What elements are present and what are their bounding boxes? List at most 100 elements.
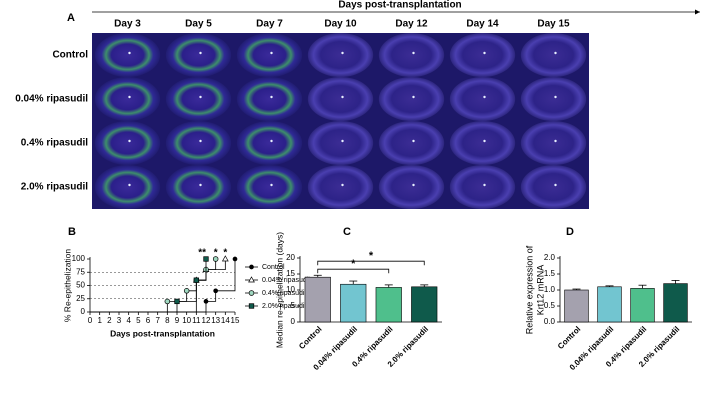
y-tick-label: 100 (72, 254, 86, 263)
step-line (206, 290, 217, 302)
eye-reflection (270, 95, 273, 99)
eye-photo (520, 33, 587, 77)
eye-photo (378, 121, 445, 165)
x-tick-label: 10 (182, 316, 191, 325)
eye-photo (236, 77, 303, 121)
eye-reflection (199, 51, 202, 55)
eye-photo (378, 33, 445, 77)
y-tick-label: 10 (286, 285, 295, 294)
legend-marker (248, 276, 255, 283)
eye-reflection (199, 95, 202, 99)
arrow-head (695, 9, 700, 15)
eye-reflection (270, 183, 273, 187)
significance-bracket (317, 260, 425, 266)
eye-reflection (554, 139, 557, 143)
eye-photo (236, 165, 303, 209)
bar (564, 289, 589, 323)
x-tick-label: Control (556, 325, 582, 351)
eye-reflection (128, 95, 131, 99)
step-line (90, 280, 197, 313)
eye-reflection (128, 51, 131, 55)
row-label: 2.0% ripasudil (21, 182, 88, 193)
significance: * (351, 258, 356, 270)
x-tick-label: 7 (155, 316, 160, 325)
eye-reflection (483, 51, 486, 55)
step-marker (183, 288, 190, 294)
bar (411, 286, 438, 323)
y-tick-label: 15 (286, 269, 295, 278)
step-line (90, 301, 168, 313)
row-label: Control (52, 50, 88, 61)
column-header: Day 12 (395, 19, 428, 30)
eye-reflection (412, 95, 415, 99)
eye-photo (94, 165, 161, 209)
eye-reflection (270, 51, 273, 55)
x-tick-label: 8 (165, 316, 170, 325)
panel-title: Days post-transplantation (338, 0, 461, 11)
column-header: Day 3 (114, 19, 141, 30)
bar (304, 276, 331, 323)
column-header: Day 14 (466, 19, 499, 30)
row-label: 0.04% ripasudil (15, 94, 88, 105)
eye-reflection (483, 95, 486, 99)
y-tick-label: 0 (81, 307, 86, 316)
eye-photo (449, 33, 516, 77)
y-tick-label: 50 (76, 281, 85, 290)
eye-reflection (341, 139, 344, 143)
eye-reflection (341, 51, 344, 55)
significance: ** (198, 248, 206, 259)
eye-photo (307, 165, 374, 209)
legend-marker (248, 303, 255, 309)
step-line (206, 259, 217, 270)
step-line (177, 280, 197, 302)
y-axis-label: Krt12 mRNA (535, 265, 545, 316)
bar (663, 283, 688, 323)
eye-reflection (483, 139, 486, 143)
eye-photo (520, 165, 587, 209)
column-header: Day 15 (537, 19, 570, 30)
significance: * (223, 248, 227, 259)
column-header: Day 5 (185, 19, 212, 30)
eye-reflection (554, 183, 557, 187)
column-header: Day 10 (324, 19, 357, 30)
y-tick-label: 0.0 (544, 317, 556, 326)
eye-photo (165, 165, 232, 209)
x-tick-label: 15 (231, 316, 240, 325)
step-marker (221, 255, 229, 262)
x-tick-label: 6 (146, 316, 151, 325)
bar (630, 288, 655, 323)
eye-reflection (554, 95, 557, 99)
step-line (90, 301, 207, 313)
x-tick-label: 13 (211, 316, 220, 325)
significance: * (214, 248, 218, 259)
step-marker (174, 298, 180, 305)
y-tick-label: 0.5 (544, 301, 556, 310)
step-marker (232, 256, 238, 262)
eye-photo (165, 121, 232, 165)
significance-bracket (317, 268, 390, 274)
step-marker (164, 298, 171, 305)
panel-a: A Days post-transplantation (67, 0, 700, 24)
eye-photo (520, 77, 587, 121)
significance: * (369, 250, 374, 262)
panel-label: A (67, 12, 75, 24)
step-line (196, 259, 207, 281)
eye-reflection (199, 139, 202, 143)
y-tick-label: 75 (76, 267, 85, 276)
step-marker (212, 256, 219, 262)
y-tick-label: 1.5 (544, 269, 556, 278)
step-marker (203, 256, 209, 262)
y-axis-label: Median re-epithelization (days) (274, 232, 284, 348)
eye-reflection (412, 183, 415, 187)
eye-reflection (128, 183, 131, 187)
eye-photo (378, 77, 445, 121)
eye-photo (449, 77, 516, 121)
legend-label: Control (262, 264, 285, 271)
eye-photo (307, 121, 374, 165)
legend-label: 0.04% ripasudil (262, 277, 310, 284)
eye-photo (94, 33, 161, 77)
eye-reflection (270, 139, 273, 143)
eye-reflection (199, 183, 202, 187)
step-marker (193, 277, 199, 283)
